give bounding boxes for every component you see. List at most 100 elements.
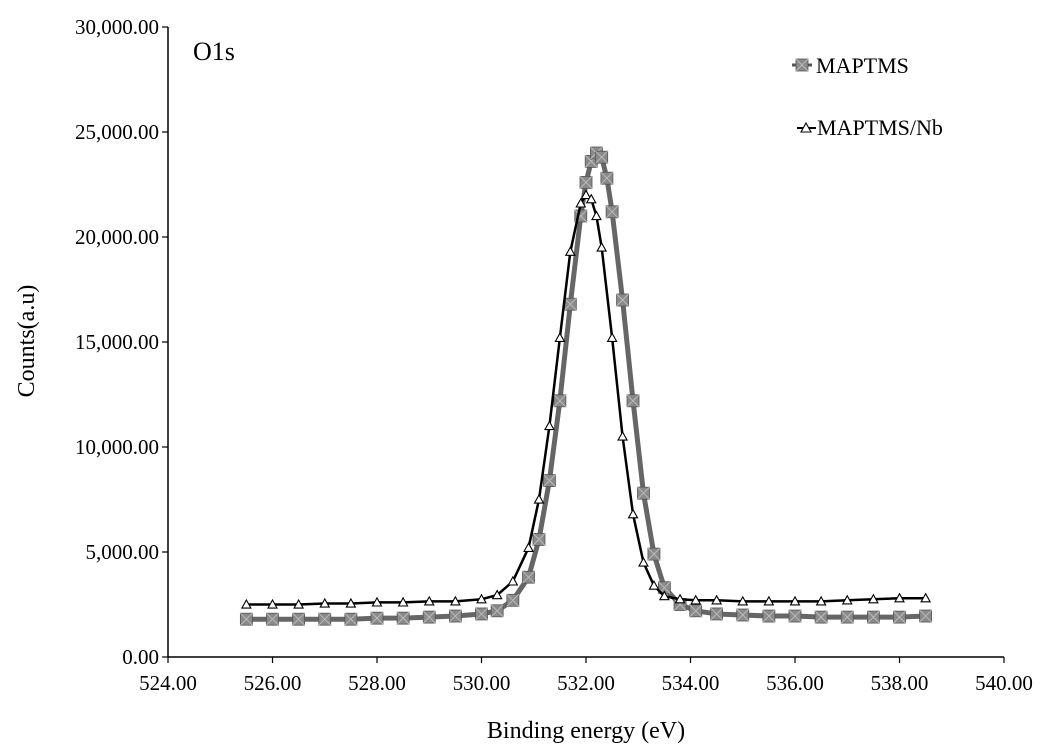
legend-item-maptms-nb: MAPTMS/Nb — [797, 115, 943, 140]
data-point — [554, 332, 566, 342]
data-point — [920, 592, 932, 603]
data-point — [422, 610, 436, 624]
data-point — [595, 150, 609, 164]
data-point — [763, 595, 775, 606]
data-point — [292, 612, 306, 626]
data-point — [840, 610, 854, 624]
y-tick-label: 0.00 — [122, 645, 159, 669]
y-tick-label: 5,000.00 — [86, 540, 160, 564]
data-point — [616, 293, 629, 307]
data-point — [814, 610, 828, 624]
data-point — [266, 612, 279, 626]
data-point — [293, 598, 305, 609]
data-point — [475, 607, 488, 621]
data-point — [689, 604, 703, 618]
data-point — [893, 610, 906, 624]
data-point — [345, 597, 357, 608]
data-point — [617, 430, 629, 441]
data-point — [491, 589, 503, 600]
data-point — [626, 394, 640, 408]
data-point — [318, 612, 332, 626]
data-point — [788, 609, 802, 623]
x-tick-label: 540.00 — [975, 671, 1033, 695]
x-tick-label: 526.00 — [244, 671, 302, 695]
chart-annotation: O1s — [193, 37, 235, 66]
legend: MAPTMS MAPTMS/Nb — [792, 53, 943, 140]
data-point — [648, 579, 660, 590]
data-point — [490, 604, 504, 618]
data-point — [575, 197, 587, 208]
data-point — [591, 210, 602, 221]
data-point — [370, 611, 384, 625]
data-point — [579, 175, 593, 189]
data-point — [319, 597, 331, 608]
data-point — [800, 121, 812, 133]
data-point — [344, 612, 358, 626]
data-point — [690, 594, 702, 605]
data-point — [580, 189, 592, 200]
data-point — [737, 595, 749, 606]
data-point — [507, 575, 519, 586]
data-point — [522, 570, 535, 584]
data-point — [789, 595, 801, 606]
data-point — [543, 474, 556, 488]
data-point — [448, 609, 462, 623]
data-point — [841, 594, 853, 605]
data-point — [476, 593, 487, 604]
series-maptms-nb — [240, 189, 932, 609]
y-tick-label: 25,000.00 — [75, 120, 159, 144]
x-tick-label: 534.00 — [662, 671, 720, 695]
data-point — [795, 58, 809, 72]
data-point — [815, 595, 827, 606]
legend-marker-square — [795, 58, 809, 72]
data-point — [564, 246, 576, 256]
data-point — [710, 607, 724, 621]
x-axis-label: Binding energy (eV) — [487, 718, 685, 744]
data-point — [647, 547, 661, 561]
x-tick-label: 536.00 — [766, 671, 824, 695]
data-point — [638, 556, 649, 567]
data-point — [449, 595, 461, 606]
series-line — [246, 193, 926, 606]
x-tick-label: 538.00 — [871, 671, 929, 695]
y-tick-label: 10,000.00 — [75, 435, 159, 459]
data-point — [267, 598, 278, 609]
data-point — [762, 609, 776, 623]
series-layer — [239, 146, 933, 626]
data-point — [627, 508, 639, 519]
data-point — [397, 596, 409, 607]
data-point — [553, 394, 567, 408]
data-point — [423, 595, 435, 606]
series-line — [246, 150, 926, 622]
data-point — [533, 493, 545, 504]
x-tick-label: 532.00 — [557, 671, 615, 695]
data-point — [543, 420, 555, 431]
ticks-layer: 0.00 5,000.00 10,000.00 15,000.00 20,000.00 2… — [75, 15, 1033, 695]
data-point — [866, 610, 880, 624]
data-point — [736, 608, 750, 622]
data-point — [674, 593, 686, 604]
data-point — [606, 332, 618, 342]
data-point — [867, 593, 879, 604]
legend-label: MAPTMS/Nb — [817, 115, 943, 140]
y-axis-label: Counts(a.u) — [14, 285, 40, 398]
data-point — [240, 598, 252, 609]
legend-item-maptms: MAPTMS — [792, 53, 909, 78]
legend-label: MAPTMS — [816, 53, 909, 78]
data-point — [396, 611, 410, 625]
data-point — [523, 542, 534, 552]
data-point — [596, 241, 608, 252]
x-tick-label: 530.00 — [453, 671, 511, 695]
data-point — [239, 612, 253, 626]
data-point — [600, 171, 614, 185]
x-tick-label: 528.00 — [348, 671, 406, 695]
data-point — [637, 486, 650, 500]
data-point — [605, 205, 619, 219]
y-tick-label: 20,000.00 — [75, 225, 159, 249]
data-point — [919, 609, 933, 623]
data-point — [585, 193, 597, 204]
data-point — [506, 593, 520, 607]
series-maptms — [239, 146, 933, 626]
y-tick-label: 30,000.00 — [75, 15, 159, 39]
